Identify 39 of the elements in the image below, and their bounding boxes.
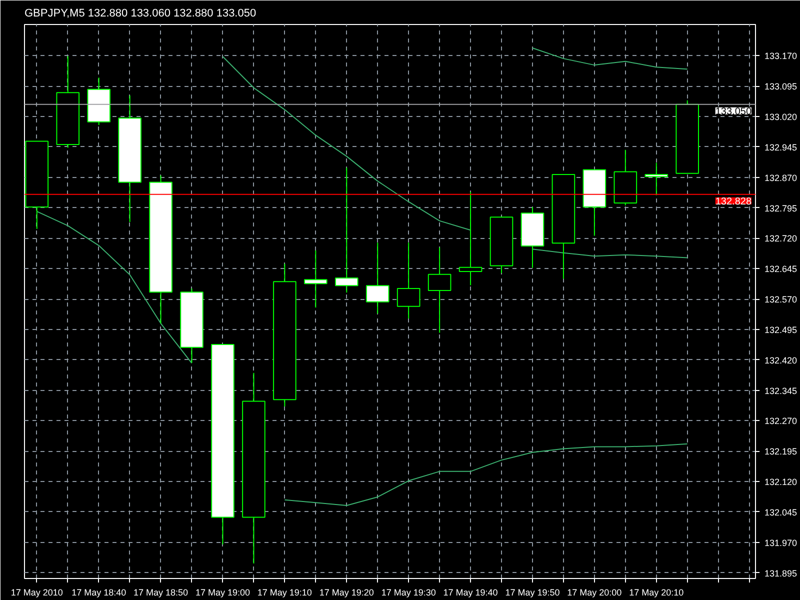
x-tick-label: 17 May 20:10 [629,588,684,598]
y-tick-label: 132.345 [764,386,798,396]
x-tick-label: 17 May 19:50 [505,588,560,598]
chart-title: GBPJPY,M5 132.880 133.060 132.880 133.050 [24,8,256,20]
candlestick [366,242,390,314]
y-tick-label: 132.045 [764,507,798,518]
x-tick-label: 17 May 19:20 [319,588,374,598]
candlestick [428,247,452,334]
x-tick-label: 17 May 18:50 [134,588,188,598]
line-series [532,48,688,70]
y-tick-label: 133.020 [764,112,798,122]
y-tick-label: 132.420 [764,355,798,366]
candlestick [458,192,482,286]
y-tick-label: 132.795 [764,203,798,214]
candlestick [304,250,328,308]
y-tick-label: 132.570 [764,294,798,305]
y-tick-label: 132.645 [764,264,798,274]
y-tick-label: 132.195 [764,446,798,457]
x-tick-label: 17 May 18:40 [72,588,126,598]
y-tick-label: 132.870 [764,172,798,183]
x-tick-label: 17 May 19:10 [257,588,312,598]
y-tick-label: 133.095 [764,82,798,92]
candlestick [396,242,420,320]
x-tick-label: 17 May 2010 [10,588,63,598]
y-tick-label: 131.895 [764,568,798,578]
y-tick-label: 132.120 [764,477,798,488]
y-tick-label: 132.495 [764,324,798,335]
y-tick-label: 131.970 [764,538,798,548]
ref-line-label: 133.050 [715,106,752,118]
candlestick [334,167,358,294]
x-tick-label: 17 May 19:40 [443,588,498,598]
y-tick-label: 132.270 [764,416,798,426]
y-tick-label: 133.170 [764,51,798,62]
y-tick-label: 132.720 [764,234,798,244]
candlestick [644,162,668,196]
y-tick-label: 132.945 [764,142,798,152]
x-tick-label: 17 May 20:00 [567,588,622,598]
x-tick-label: 17 May 19:30 [381,588,436,598]
x-tick-label: 17 May 19:00 [195,588,250,598]
